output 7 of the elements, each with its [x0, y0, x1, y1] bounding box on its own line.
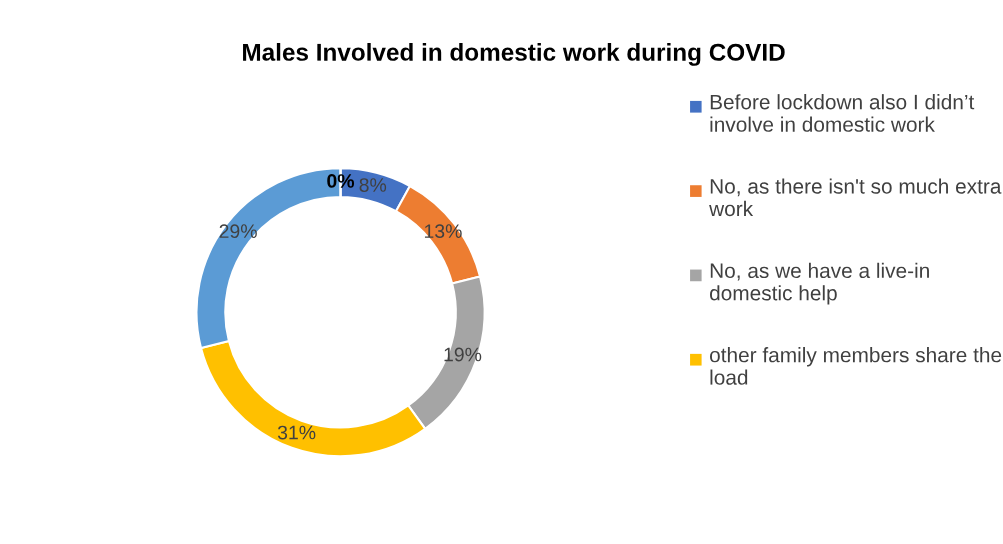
data-label: 31% — [277, 425, 316, 440]
chart-title: Males Involved in domestic work during COVID — [243, 43, 785, 66]
data-label: 8% — [359, 178, 387, 192]
legend-label: Before lockdown also I didn’t involve in domestic work — [710, 94, 975, 132]
legend-label: No, as there isn't so much extra work — [709, 178, 1002, 217]
legend-label: No, as we have a live-in domestic help — [710, 262, 929, 305]
legend-label: other family members share the load — [710, 347, 1002, 385]
